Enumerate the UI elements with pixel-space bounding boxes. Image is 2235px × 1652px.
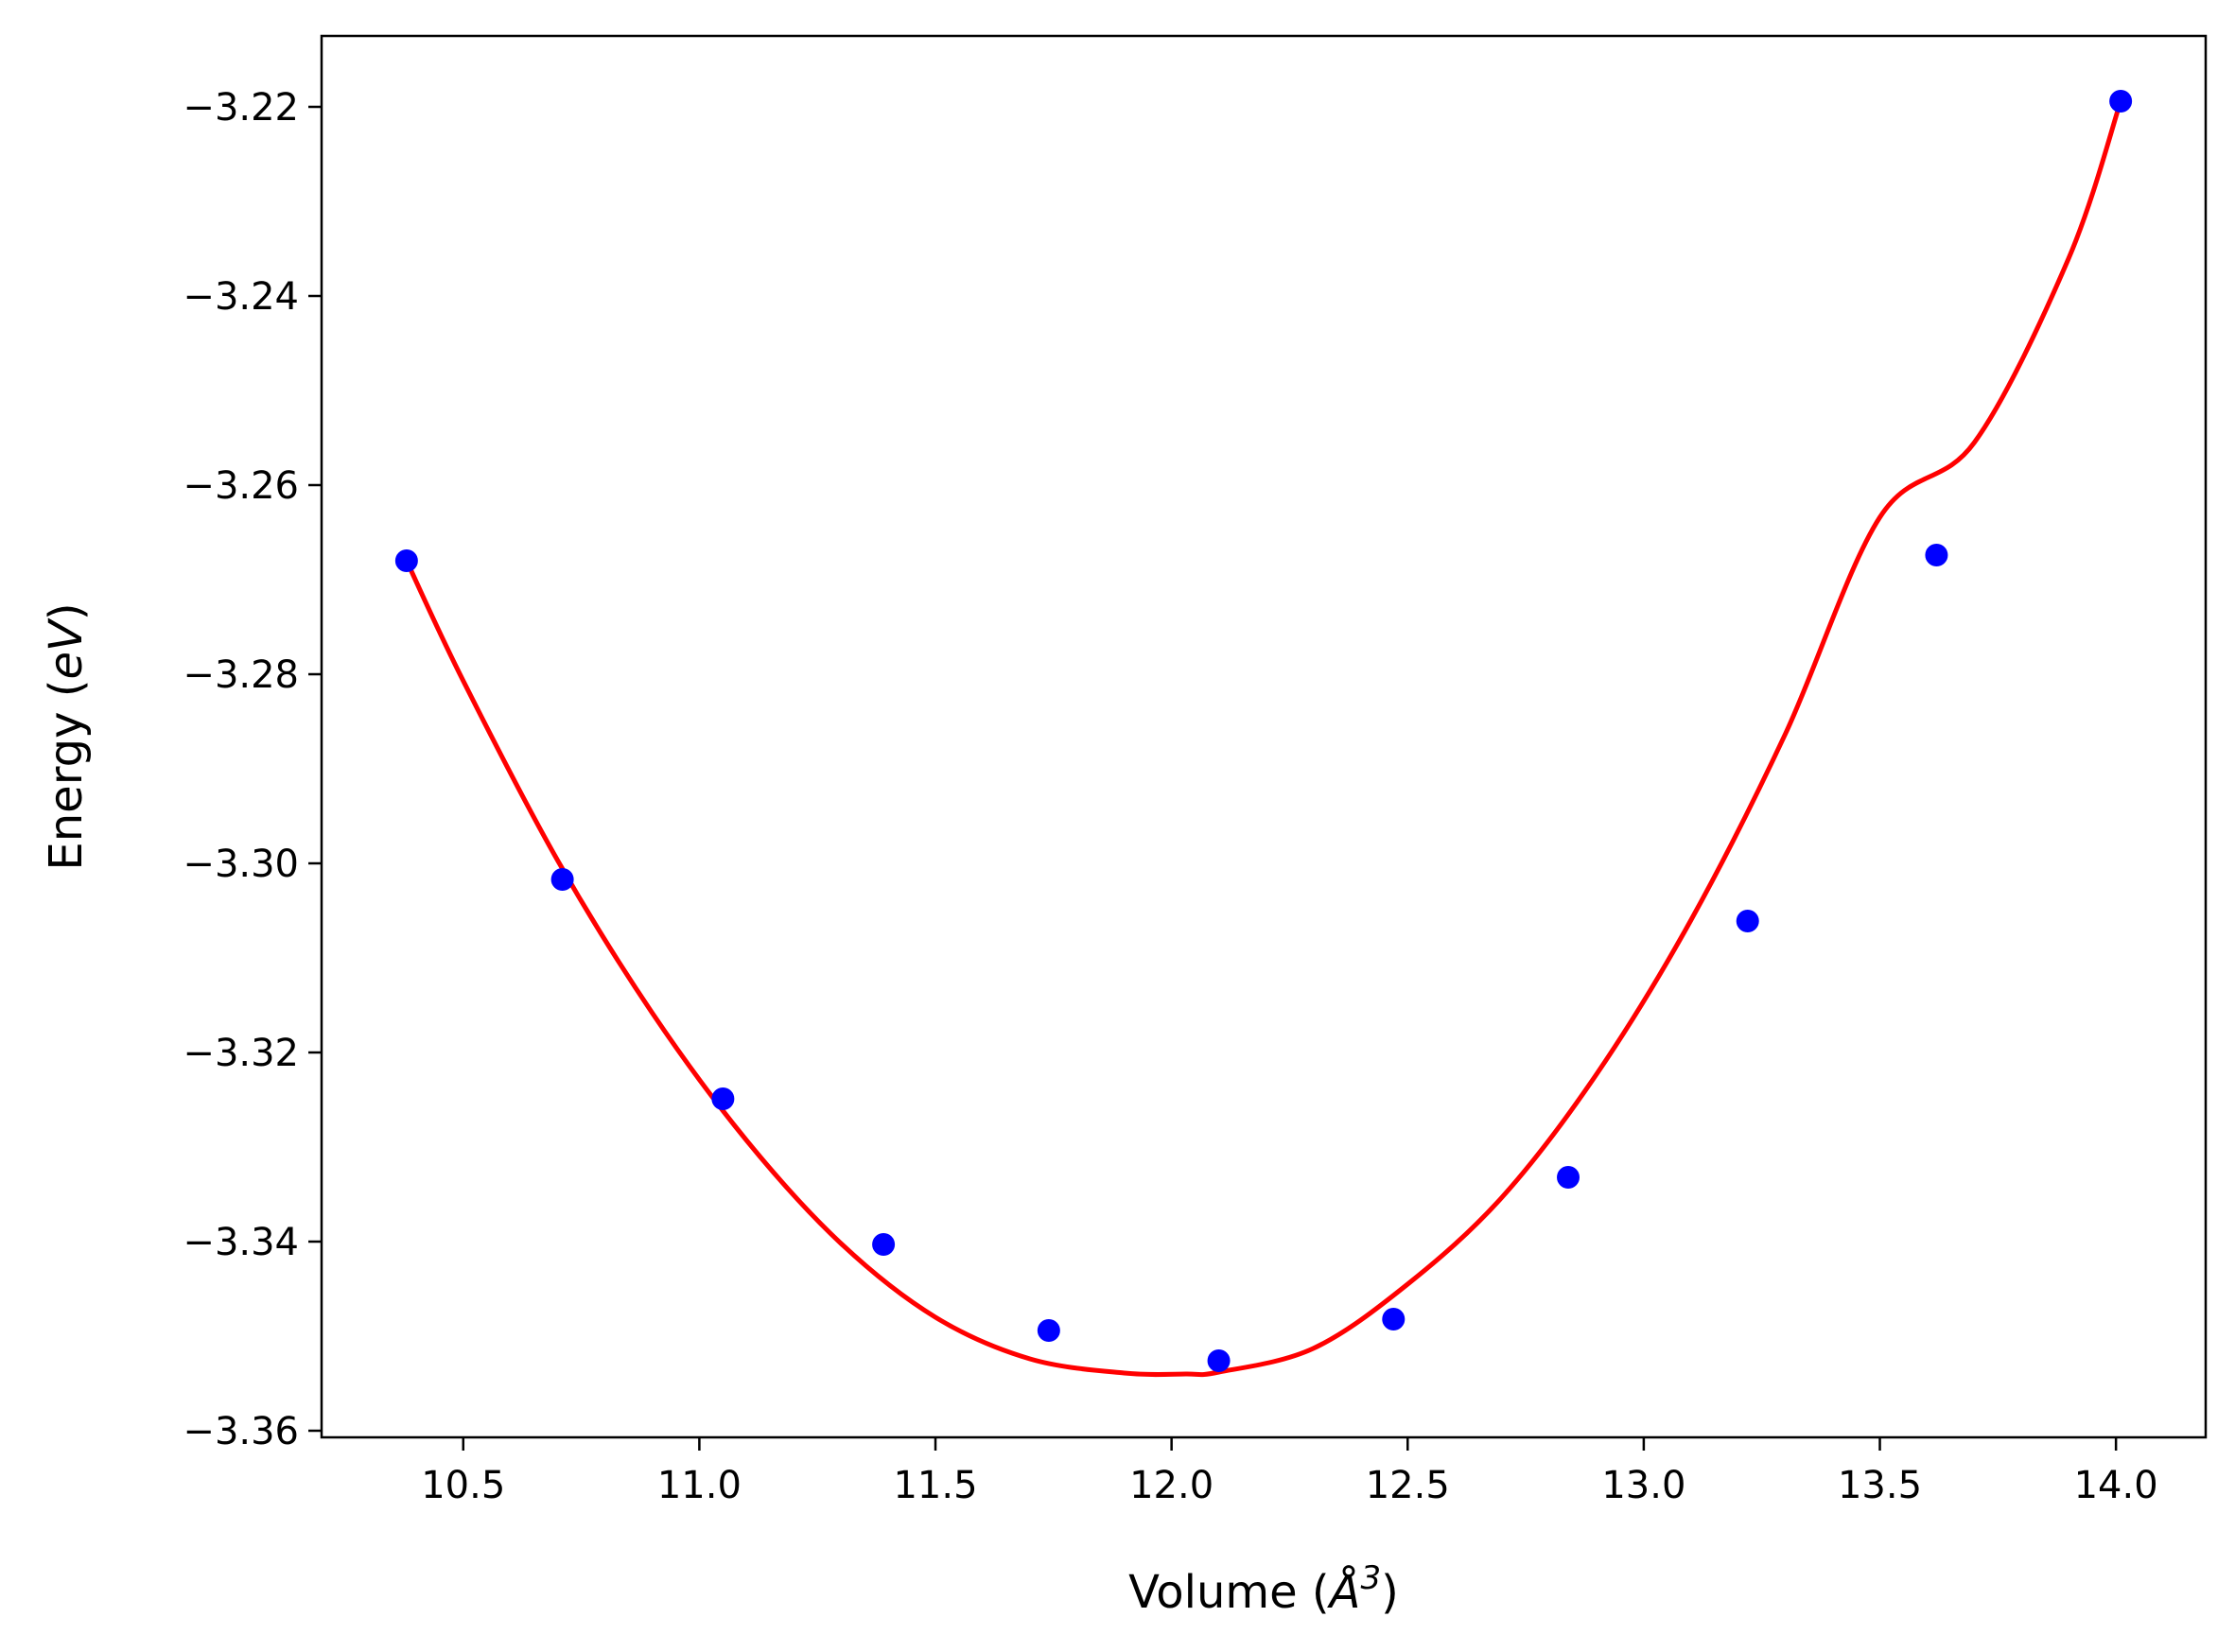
data-point — [1207, 1349, 1231, 1372]
fit-curve-layer — [404, 100, 2123, 1378]
fit-curve-line — [404, 100, 2123, 1378]
y-tick-label: −3.32 — [183, 1032, 299, 1075]
data-point — [2109, 90, 2133, 113]
y-tick-label: −3.26 — [183, 464, 299, 508]
plot-area — [322, 36, 2206, 1437]
y-tick-label: −3.36 — [183, 1410, 299, 1453]
x-tick-label: 10.5 — [421, 1464, 505, 1507]
data-point — [711, 1087, 735, 1110]
data-point — [394, 549, 418, 572]
y-axis-label: Energy (eV) — [40, 602, 93, 870]
y-tick-label: −3.22 — [183, 86, 299, 130]
y-tick-label: −3.24 — [183, 275, 299, 319]
x-tick-label: 12.5 — [1366, 1464, 1450, 1507]
plot-frame — [320, 34, 2208, 1439]
data-point — [872, 1233, 896, 1256]
x-tick-label: 13.5 — [1838, 1464, 1922, 1507]
data-point — [1557, 1166, 1580, 1189]
x-axis-ticks: 10.5 11.0 11.5 12.0 12.5 13.0 13.5 14.0 — [421, 1437, 2158, 1507]
y-tick-label: −3.30 — [183, 843, 299, 886]
data-point — [1736, 910, 1759, 932]
x-tick-label: 14.0 — [2074, 1464, 2158, 1507]
data-point — [1382, 1308, 1406, 1330]
data-point — [1925, 544, 1948, 566]
data-point — [550, 868, 574, 891]
y-axis-ticks: −3.22 −3.24 −3.26 −3.28 −3.30 −3.32 −3.34 −3.36 — [183, 86, 322, 1453]
y-tick-label: −3.28 — [183, 653, 299, 697]
x-tick-label: 13.0 — [1601, 1464, 1685, 1507]
data-points-layer — [394, 90, 2133, 1372]
data-point — [1037, 1319, 1060, 1342]
x-tick-label: 12.0 — [1129, 1464, 1214, 1507]
x-tick-label: 11.5 — [893, 1464, 977, 1507]
y-tick-label: −3.34 — [183, 1221, 299, 1264]
x-axis-label: Volume (Å3) — [1128, 1559, 1399, 1619]
x-tick-label: 11.0 — [657, 1464, 742, 1507]
